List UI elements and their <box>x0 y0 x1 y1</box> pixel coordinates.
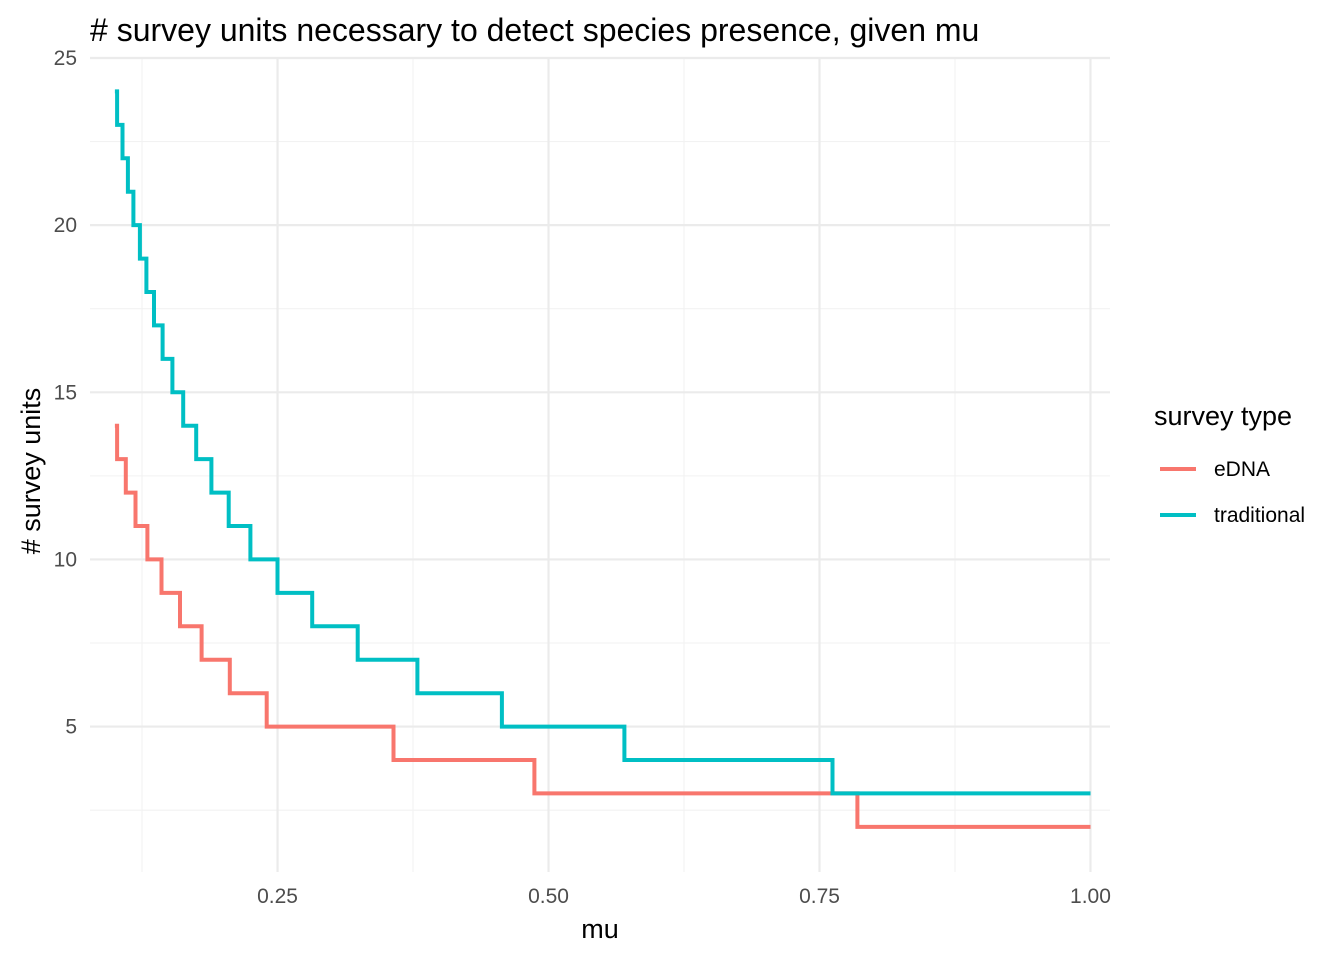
series-layer <box>114 89 1091 829</box>
series-line-edna <box>114 423 1091 829</box>
y-tick-label: 20 <box>54 214 77 237</box>
legend-items: eDNA traditional <box>1160 458 1305 527</box>
series-line-traditional <box>114 89 1091 796</box>
x-tick-label: 0.75 <box>799 885 840 908</box>
chart-title: # survey units necessary to detect speci… <box>90 12 979 48</box>
x-tick-label: 1.00 <box>1070 885 1111 908</box>
y-axis-title: # survey units <box>16 388 46 555</box>
grid-layer <box>90 56 1110 872</box>
legend-label-traditional: traditional <box>1214 504 1305 527</box>
y-tick-label: 25 <box>54 47 77 70</box>
y-tick-label: 10 <box>54 548 77 571</box>
x-tick-label: 0.50 <box>528 885 569 908</box>
legend-title: survey type <box>1154 401 1292 431</box>
x-tick-label: 0.25 <box>257 885 298 908</box>
legend: survey type eDNA traditional <box>1154 401 1305 527</box>
legend-label-edna: eDNA <box>1214 458 1270 481</box>
y-tick-label: 15 <box>54 381 77 404</box>
y-tick-label: 5 <box>65 716 77 739</box>
x-axis-title: mu <box>581 914 619 944</box>
tick-layer: 0.25 0.50 0.75 1.00 5 10 15 20 25 <box>54 47 1111 908</box>
